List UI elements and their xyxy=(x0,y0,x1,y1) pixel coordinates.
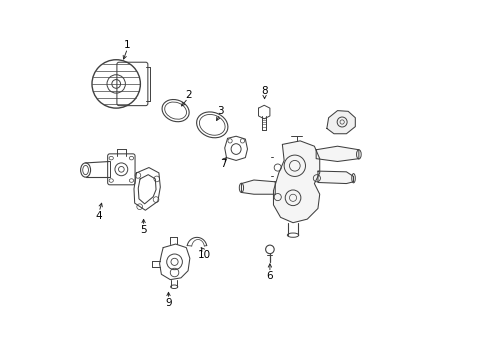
Polygon shape xyxy=(134,167,160,210)
Polygon shape xyxy=(259,105,270,119)
Text: 10: 10 xyxy=(197,250,211,260)
Text: 7: 7 xyxy=(220,159,227,169)
Text: 3: 3 xyxy=(217,105,223,116)
Text: 4: 4 xyxy=(96,211,102,221)
Text: 5: 5 xyxy=(140,225,147,235)
FancyBboxPatch shape xyxy=(117,62,148,105)
Text: 6: 6 xyxy=(267,271,273,281)
Polygon shape xyxy=(138,175,156,204)
Polygon shape xyxy=(318,171,353,184)
Text: 8: 8 xyxy=(261,86,268,96)
Text: 2: 2 xyxy=(185,90,192,100)
Text: 1: 1 xyxy=(124,40,131,50)
Polygon shape xyxy=(242,180,275,194)
Text: 9: 9 xyxy=(165,298,172,308)
Polygon shape xyxy=(225,136,247,161)
Polygon shape xyxy=(273,141,319,223)
Polygon shape xyxy=(316,146,359,162)
Polygon shape xyxy=(160,244,190,280)
Polygon shape xyxy=(327,111,355,134)
FancyBboxPatch shape xyxy=(108,154,135,185)
